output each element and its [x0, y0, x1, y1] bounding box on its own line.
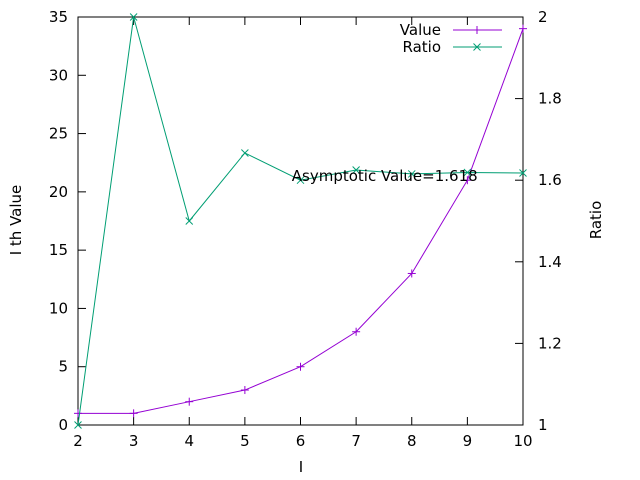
legend-marker: [473, 26, 481, 34]
y-tick-label: 0: [58, 416, 68, 434]
y-axis-label: I th Value: [7, 185, 25, 256]
value-point: [407, 269, 416, 278]
point-stroke: [74, 421, 82, 429]
y-tick-label: 10: [49, 299, 68, 317]
value-point: [185, 397, 194, 406]
y-tick-label: 35: [49, 8, 68, 26]
y-tick-label: 5: [58, 358, 68, 376]
point-stroke: [185, 217, 194, 225]
point-stroke: [352, 166, 360, 174]
x-tick-label: 10: [513, 432, 532, 450]
y-tick-label: 15: [49, 241, 68, 259]
x-tick-label: 8: [407, 432, 417, 450]
ticks: 2 3 4 5 6 7 8 9 10 0 5 10 15 20 25 30 35 1 1.2 1.4 1.6 1.8 2: [49, 8, 562, 450]
y-tick-label: 30: [49, 66, 68, 84]
value-point: [519, 24, 527, 33]
y2-tick-label: 1.2: [538, 334, 562, 352]
ratio-point: [74, 421, 82, 429]
y2-tick-label: 2: [538, 8, 548, 26]
value-point: [352, 327, 361, 336]
ratio-point: [241, 149, 249, 157]
point-stroke: [407, 170, 416, 178]
legend-label: Ratio: [402, 38, 441, 56]
x-tick-label: 4: [184, 432, 194, 450]
y2-axis-label: Ratio: [587, 201, 605, 240]
x-tick-label: 7: [351, 432, 361, 450]
y2-tick-label: 1.6: [538, 171, 562, 189]
point-stroke: [463, 168, 472, 177]
asymptote-annotation: Asymptotic Value=1.618: [292, 167, 478, 185]
y-tick-label: 20: [49, 183, 68, 201]
legend-label: Value: [400, 21, 441, 39]
y-tick-label: 25: [49, 125, 68, 143]
value-series-line: [78, 28, 524, 414]
value-point: [240, 386, 249, 395]
x-tick-label: 2: [73, 432, 83, 450]
point-stroke: [473, 43, 481, 51]
series-layer: [74, 13, 527, 429]
value-point: [296, 362, 305, 371]
y2-tick-label: 1: [538, 416, 548, 434]
value-point: [129, 409, 138, 418]
y2-tick-label: 1.8: [538, 90, 562, 108]
y2-tick-label: 1.4: [538, 253, 562, 271]
x-axis-label: I: [299, 458, 303, 476]
ratio-point: [185, 217, 194, 225]
ratio-point: [129, 13, 138, 21]
x-tick-label: 9: [463, 432, 473, 450]
x-tick-label: 6: [296, 432, 306, 450]
value-point: [463, 176, 472, 185]
point-stroke: [296, 176, 305, 185]
ratio-point: [296, 176, 305, 185]
ratio-point: [407, 170, 416, 178]
x-tick-label: 5: [240, 432, 250, 450]
point-stroke: [241, 149, 249, 157]
ratio-point: [519, 169, 527, 177]
x-tick-label: 3: [129, 432, 139, 450]
point-stroke: [129, 13, 138, 21]
legend-marker: [473, 43, 481, 51]
ratio-point: [352, 166, 360, 174]
ratio-point: [463, 168, 472, 177]
value-point: [74, 409, 82, 418]
point-stroke: [519, 169, 527, 177]
